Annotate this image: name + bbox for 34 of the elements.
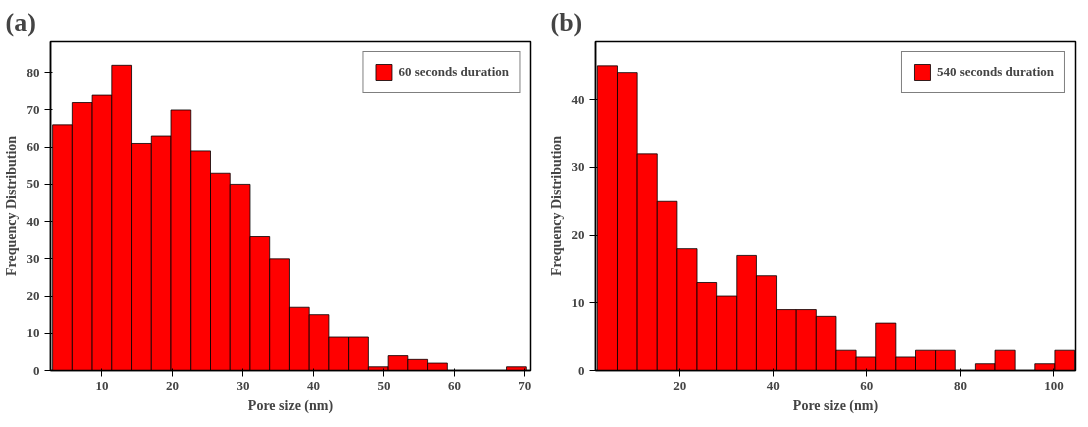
x-tick-label: 100	[1044, 377, 1064, 393]
y-tick-label: 40	[571, 91, 585, 107]
legend-label: 60 seconds duration	[398, 64, 509, 80]
y-tick-label: 30	[571, 159, 585, 175]
legend-label: 540 seconds duration	[936, 64, 1054, 80]
y-tick-label: 0	[33, 362, 40, 378]
y-tick-label: 20	[571, 227, 585, 243]
chart-title: (b)	[550, 7, 583, 37]
y-axis-title: Frequency Distribution	[3, 135, 19, 277]
y-tick-label: 30	[26, 250, 40, 266]
x-tick-label: 70	[518, 377, 532, 393]
y-tick-label: 20	[26, 288, 40, 304]
y-tick-label: 10	[571, 294, 585, 310]
y-tick-label: 50	[26, 176, 40, 192]
y-tick-label: 40	[26, 213, 40, 229]
x-axis-title: Pore size (nm)	[792, 397, 879, 414]
x-tick-label: 50	[377, 377, 391, 393]
y-tick-label: 70	[26, 101, 40, 117]
y-tick-label: 0	[578, 362, 585, 378]
x-tick-label: 20	[165, 377, 179, 393]
x-tick-label: 40	[766, 377, 780, 393]
chart-title: (a)	[5, 7, 36, 37]
y-tick-label: 80	[26, 64, 40, 80]
x-tick-label: 60	[860, 377, 874, 393]
x-tick-label: 10	[95, 377, 109, 393]
x-tick-label: 60	[447, 377, 461, 393]
x-tick-label: 30	[236, 377, 250, 393]
x-tick-label: 40	[306, 377, 320, 393]
x-axis-title: Pore size (nm)	[247, 397, 334, 414]
x-tick-label: 20	[673, 377, 687, 393]
y-tick-label: 60	[26, 139, 40, 155]
y-tick-label: 10	[26, 325, 40, 341]
y-axis-title: Frequency Distribution	[548, 135, 564, 277]
x-tick-label: 80	[953, 377, 967, 393]
